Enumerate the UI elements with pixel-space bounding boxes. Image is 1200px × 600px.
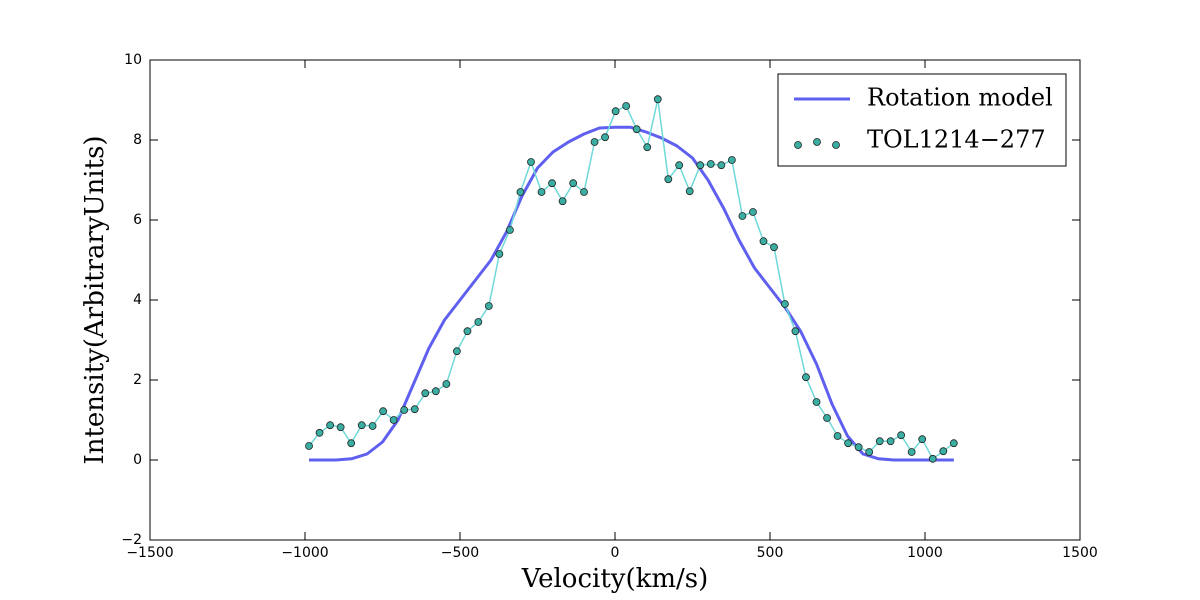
x-tick-label: −1500	[126, 545, 173, 561]
data-point	[632, 125, 641, 134]
data-point	[939, 447, 948, 456]
legend-label: Rotation model	[867, 84, 1053, 112]
plot-frame	[149, 59, 1081, 541]
data-point	[558, 197, 567, 206]
data-point	[738, 212, 747, 220]
data-point	[759, 237, 768, 246]
y-tick-label: 6	[133, 212, 142, 228]
data-point	[611, 107, 620, 116]
data-point	[791, 327, 800, 336]
data-point	[590, 138, 599, 146]
data-point	[907, 448, 916, 456]
data-point	[506, 226, 514, 234]
data-point	[569, 179, 578, 188]
data-point	[749, 208, 757, 216]
data-point	[675, 161, 684, 170]
x-tick-label: 1000	[907, 545, 943, 561]
y-axis-label: Intensity(ArbitraryUnits)	[80, 135, 110, 464]
data-point	[484, 302, 493, 310]
data-point	[463, 327, 472, 336]
data-point	[727, 156, 736, 164]
data-point	[653, 95, 662, 104]
data-point	[474, 318, 483, 326]
data-point	[400, 406, 409, 414]
data-point	[537, 188, 546, 196]
data-point	[601, 133, 609, 142]
x-tick-label: −500	[441, 545, 479, 561]
data-point	[696, 161, 705, 170]
data-point	[305, 442, 313, 450]
y-tick-label: 10	[124, 52, 142, 68]
data-point	[823, 414, 831, 422]
data-point	[780, 300, 789, 308]
data-point	[410, 405, 419, 414]
data-point	[854, 443, 863, 452]
data-point	[580, 188, 588, 196]
x-tick-label: 1500	[1062, 545, 1098, 561]
legend-label: TOL1214−277	[867, 126, 1046, 154]
y-tick-label: −2	[121, 532, 142, 548]
legend-marker	[794, 141, 802, 149]
data-point	[949, 439, 958, 448]
data-point	[802, 373, 810, 382]
data-point	[421, 389, 430, 398]
data-point	[844, 439, 853, 448]
legend-marker	[813, 138, 821, 146]
data-point	[833, 432, 842, 440]
data-point	[685, 187, 694, 196]
data-point	[643, 143, 652, 152]
y-tick-label: 0	[133, 452, 142, 468]
data-point	[368, 422, 377, 430]
data-point	[717, 161, 726, 170]
data-point	[918, 435, 927, 444]
legend-box	[777, 73, 1067, 167]
data-point	[706, 160, 715, 168]
data-point	[357, 421, 366, 430]
data-point	[516, 188, 525, 196]
data-point	[928, 454, 937, 463]
data-point	[452, 347, 461, 356]
y-tick-label: 2	[133, 372, 142, 388]
model-line	[309, 125, 954, 462]
data-point	[897, 431, 906, 440]
data-point	[495, 250, 504, 258]
x-tick-label: −1000	[281, 545, 328, 561]
data-point	[527, 158, 535, 166]
data-point	[664, 175, 673, 184]
data-point	[548, 179, 556, 188]
y-tick-label: 8	[133, 132, 142, 148]
x-axis-label: Velocity(km/s)	[521, 564, 709, 594]
data-point	[442, 380, 451, 388]
data-point	[622, 102, 631, 110]
data-point	[875, 437, 884, 446]
data-point	[886, 437, 895, 446]
legend-marker	[832, 141, 840, 149]
data-point	[770, 243, 778, 252]
x-tick-label: 500	[757, 545, 784, 561]
x-tick-label: 0	[611, 545, 620, 561]
data-point	[315, 428, 324, 437]
data-point	[347, 439, 356, 448]
data-point	[379, 407, 388, 416]
data-point	[389, 416, 398, 424]
data-point	[326, 421, 335, 430]
data-point	[431, 387, 440, 396]
data-point	[812, 398, 821, 406]
data-point	[336, 423, 345, 432]
y-tick-label: 4	[133, 292, 142, 308]
data-point	[865, 448, 874, 456]
